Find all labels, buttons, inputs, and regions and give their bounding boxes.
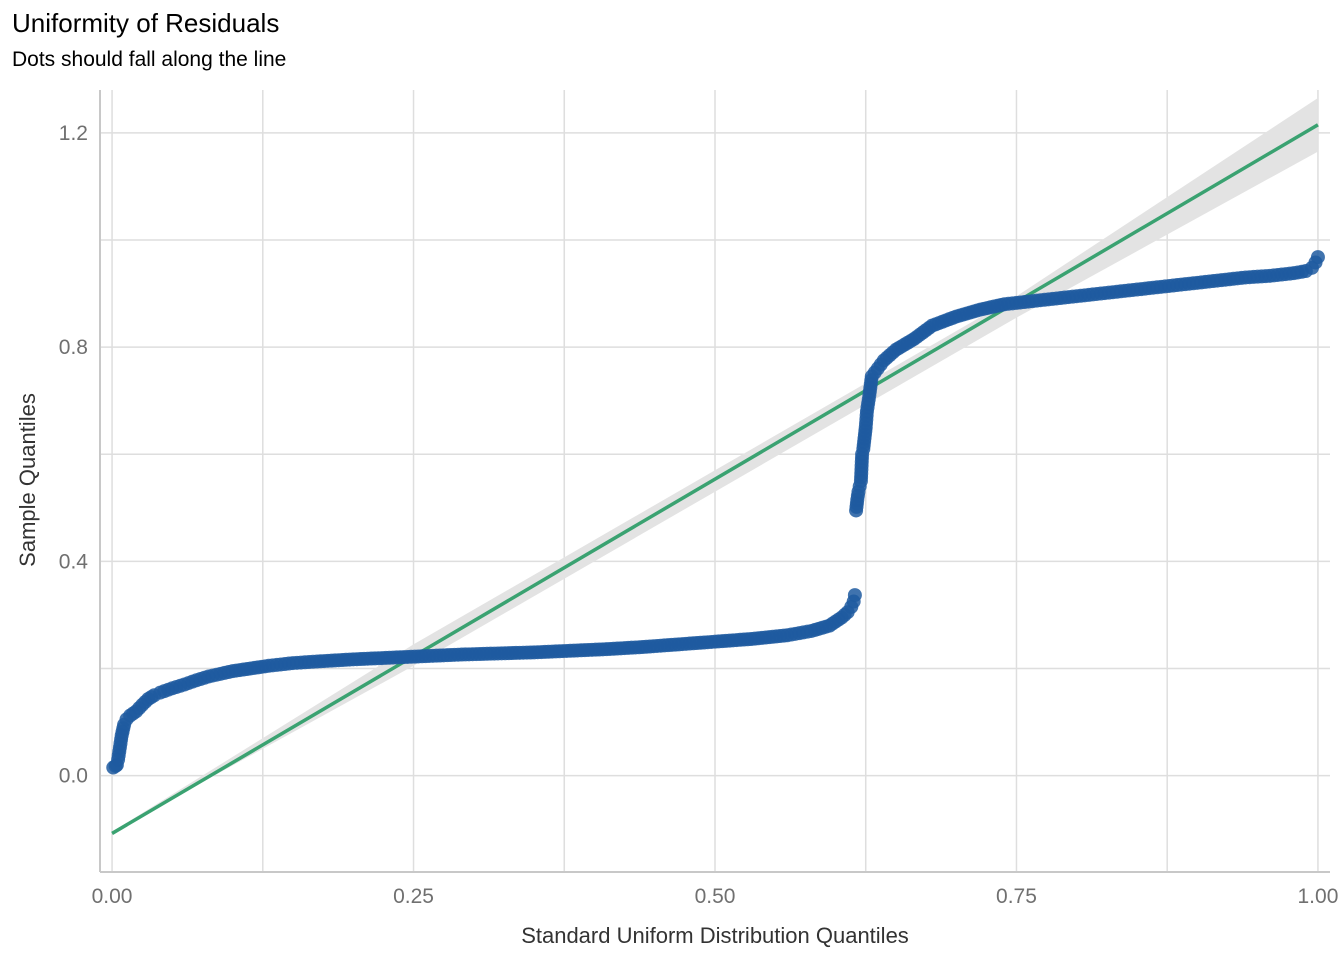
chart-title: Uniformity of Residuals <box>12 8 280 38</box>
data-point <box>1310 250 1325 265</box>
y-axis-label: Sample Quantiles <box>15 393 40 567</box>
sample-points <box>106 250 1325 775</box>
reference-line-path <box>111 123 1319 835</box>
y-tick-label: 0.4 <box>59 550 89 573</box>
reference-line <box>111 123 1319 835</box>
confidence-band <box>112 98 1318 832</box>
chart-subtitle: Dots should fall along the line <box>12 48 287 71</box>
confidence-band-area <box>112 98 1318 832</box>
y-tick-label: 1.2 <box>59 122 88 145</box>
x-tick-label: 0.50 <box>695 885 736 908</box>
y-tick-label: 0.8 <box>59 336 88 359</box>
x-tick-label: 0.25 <box>393 885 434 908</box>
axis-lines <box>99 90 1330 873</box>
x-tick-label: 0.75 <box>996 885 1037 908</box>
tick-labels: 0.00 0.25 0.50 0.75 1.00 0.0 0.4 0.8 1.2 <box>59 122 1339 908</box>
x-tick-label: 1.00 <box>1298 885 1339 908</box>
y-tick-label: 0.0 <box>59 765 88 788</box>
x-axis-label: Standard Uniform Distribution Quantiles <box>521 923 909 948</box>
data-point <box>847 588 862 603</box>
x-tick-label: 0.00 <box>92 885 133 908</box>
